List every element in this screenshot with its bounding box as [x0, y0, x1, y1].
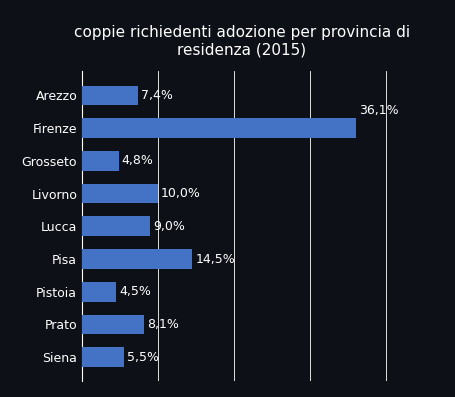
- Bar: [82, 282, 116, 302]
- Bar: [82, 151, 118, 171]
- Bar: [82, 118, 356, 138]
- Title: coppie richiedenti adozione per provincia di
residenza (2015): coppie richiedenti adozione per provinci…: [73, 25, 409, 58]
- Bar: [82, 85, 138, 105]
- Text: 8,1%: 8,1%: [147, 318, 178, 331]
- Text: 14,5%: 14,5%: [195, 252, 235, 266]
- Text: 36,1%: 36,1%: [359, 104, 398, 117]
- Text: 10,0%: 10,0%: [161, 187, 201, 200]
- Bar: [82, 249, 192, 269]
- Bar: [82, 216, 150, 236]
- Text: 4,5%: 4,5%: [119, 285, 151, 298]
- Text: 5,5%: 5,5%: [126, 351, 159, 364]
- Bar: [82, 184, 158, 203]
- Text: 9,0%: 9,0%: [153, 220, 185, 233]
- Bar: [82, 315, 143, 334]
- Bar: [82, 347, 124, 367]
- Text: 7,4%: 7,4%: [141, 89, 173, 102]
- Text: 4,8%: 4,8%: [121, 154, 153, 167]
